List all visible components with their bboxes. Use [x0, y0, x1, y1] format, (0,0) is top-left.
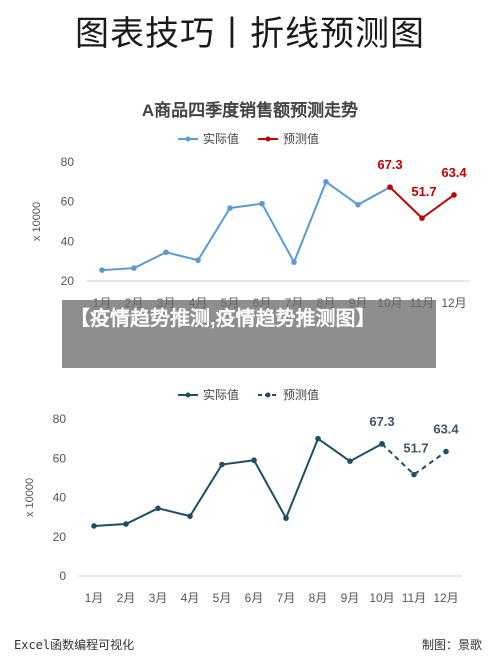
chart1-series-1-point-7 — [291, 259, 297, 265]
chart2-y-tick-2: 20 — [53, 530, 67, 544]
caption-overlay: 【疫情趋势推测,疫情趋势推测图】 — [62, 300, 436, 368]
chart2-x-tick-6: 6月 — [245, 591, 264, 605]
chart1-data-label-2: 51.7 — [411, 184, 436, 199]
chart1-series-2-point-12 — [451, 192, 457, 198]
chart1-data-label-1: 67.3 — [377, 157, 402, 172]
chart2-series-2-point-11 — [411, 471, 417, 478]
chart2-x-tick-7: 7月 — [277, 591, 296, 605]
chart2-series-1-point-9 — [347, 458, 353, 464]
chart2-legend-marker-2 — [265, 392, 271, 398]
chart2-x-tick-8: 8月 — [309, 591, 328, 605]
chart2-series-1-point-3 — [155, 505, 161, 512]
footer-author: 制图：景歌 — [421, 638, 482, 652]
chart1-legend-label-2: 预测值 — [283, 131, 319, 146]
chart2-legend-label-1: 实际值 — [203, 387, 239, 402]
chart2-series-line-1 — [93, 437, 383, 527]
chart2-series-1-point-6 — [251, 457, 257, 464]
chart1-title: A商品四季度销售额预测走势 — [141, 101, 359, 120]
chart2-legend-label-2: 预测值 — [283, 387, 319, 402]
chart2-x-tick-9: 9月 — [341, 591, 360, 605]
chart1-y-tick-3: 60 — [61, 195, 75, 209]
chart2-data-label-2: 51.7 — [403, 441, 428, 456]
chart1-legend-marker-2 — [265, 136, 271, 142]
chart2-data-label-3: 63.4 — [433, 422, 459, 437]
chart2-x-tick-3: 3月 — [149, 591, 168, 605]
chart1-series-1-point-9 — [355, 201, 361, 208]
chart2-series-1-point-7 — [283, 515, 289, 521]
chart1-series-2-point-10 — [387, 184, 393, 190]
chart2-x-tick-12: 12月 — [433, 591, 458, 605]
chart2-y-tick-4: 60 — [53, 451, 67, 465]
chart2-y-axis-label: x 10000 — [24, 478, 36, 517]
chart2-x-tick-10: 10月 — [369, 591, 394, 605]
chart1-data-label-3: 63.4 — [441, 165, 467, 180]
chart1-y-tick-2: 40 — [61, 234, 75, 248]
chart1-series-1-point-2 — [131, 265, 137, 271]
chart2-series-1-point-2 — [123, 521, 129, 527]
chart1-x-tick-12: 12月 — [441, 296, 466, 310]
chart1-series-1-point-5 — [227, 205, 233, 211]
chart2-x-tick-1: 1月 — [85, 591, 104, 605]
chart2-data-label-1: 67.3 — [369, 414, 394, 429]
chart2-x-tick-5: 5月 — [213, 591, 232, 605]
chart2-series-1-point-8 — [315, 435, 321, 442]
chart2-x-tick-11: 11月 — [402, 591, 426, 605]
chart1-y-axis-label: x 10000 — [31, 202, 43, 241]
chart2-series-2-point-10 — [379, 441, 385, 447]
chart1-y-tick-1: 20 — [61, 274, 75, 288]
chart2-series-1-point-1 — [91, 523, 97, 529]
chart1-series-1-point-6 — [259, 200, 265, 207]
chart1-y-tick-4: 80 — [61, 155, 75, 169]
chart2-series-2-point-12 — [443, 448, 449, 455]
chart2-y-tick-5: 80 — [53, 412, 67, 426]
page-title: 图表技巧丨折线预测图 — [75, 15, 425, 53]
chart-2: 实际值 预测值 x 10000 0 20 40 60 80 1月 2月 3月 4月 5月 6月 7月 8月 9月… — [24, 387, 462, 605]
chart2-x-tick-2: 2月 — [117, 591, 136, 605]
chart1-series-1-point-3 — [163, 249, 169, 256]
chart2-series-1-point-4 — [187, 513, 193, 519]
caption-overlay-text: 【疫情趋势推测,疫情趋势推测图】 — [70, 308, 376, 330]
chart1-series-1-point-1 — [99, 267, 105, 273]
chart2-x-tick-4: 4月 — [181, 591, 200, 605]
chart1-series-1-point-4 — [195, 257, 201, 263]
chart1-legend-marker-1 — [185, 136, 191, 142]
chart2-legend-marker-1 — [185, 392, 191, 398]
chart1-series-1-point-8 — [323, 179, 329, 185]
chart2-y-tick-1: 0 — [59, 569, 66, 583]
chart1-series-2-point-11 — [419, 215, 425, 221]
chart2-series-1-point-5 — [219, 461, 225, 468]
chart1-series-line-1 — [101, 180, 391, 272]
chart1-legend-label-1: 实际值 — [203, 131, 239, 146]
footer-source: Excel函数编程可视化 — [14, 638, 135, 652]
chart2-y-tick-3: 40 — [53, 491, 67, 505]
